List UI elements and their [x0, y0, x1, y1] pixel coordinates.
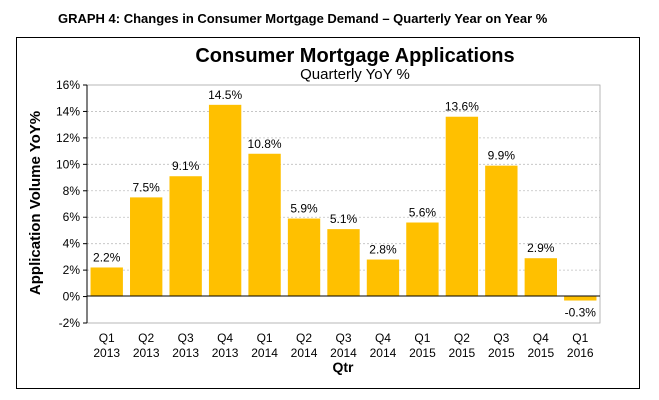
y-tick-label: 8% — [63, 184, 81, 198]
x-category-quarter: Q3 — [178, 331, 194, 345]
x-category-quarter: Q4 — [533, 331, 549, 345]
x-category-quarter: Q4 — [375, 331, 391, 345]
y-axis-ticks: -2% 0% 2% 4% 6% 8% 10% 12% 14% 16% — [56, 78, 87, 330]
data-label: 5.1% — [330, 212, 358, 226]
data-label: 5.9% — [290, 202, 318, 216]
x-category-quarter: Q1 — [414, 331, 430, 345]
x-category-year: 2015 — [449, 346, 476, 360]
data-label: 13.6% — [445, 100, 479, 114]
data-label: 2.8% — [369, 243, 397, 257]
x-category-year: 2013 — [133, 346, 160, 360]
x-category-quarter: Q3 — [493, 331, 509, 345]
y-tick-label: -2% — [59, 316, 81, 330]
bar — [445, 116, 479, 297]
chart-frame — [16, 37, 640, 389]
data-label: 2.9% — [527, 241, 555, 255]
data-label: 10.8% — [248, 137, 282, 151]
x-category-year: 2014 — [330, 346, 357, 360]
y-tick-label: 12% — [56, 131, 80, 145]
bar — [366, 259, 400, 297]
x-category-quarter: Q1 — [572, 331, 588, 345]
x-category-year: 2015 — [527, 346, 554, 360]
bars: 2.2% 7.5% 9.1% 14.5% 10.8% 5.9% 5.1% 2.8% 5.6% 13… — [90, 88, 597, 320]
x-category-year: 2015 — [409, 346, 436, 360]
x-category-year: 2014 — [291, 346, 318, 360]
bar — [90, 267, 123, 297]
bar — [406, 222, 439, 297]
bar — [130, 197, 163, 297]
x-category-quarter: Q2 — [454, 331, 470, 345]
bar — [208, 104, 242, 297]
y-tick-label: 14% — [56, 104, 80, 118]
y-tick-label: 6% — [63, 210, 81, 224]
bar — [248, 153, 281, 297]
x-category-year: 2014 — [251, 346, 278, 360]
x-category-year: 2016 — [567, 346, 594, 360]
y-tick-label: 2% — [63, 263, 81, 277]
x-category-quarter: Q2 — [296, 331, 312, 345]
bar — [485, 165, 518, 297]
x-axis-label: Qtr — [333, 359, 355, 375]
chart-subtitle: Quarterly YoY % — [300, 66, 410, 83]
x-category-year: 2013 — [172, 346, 199, 360]
y-axis-label: Application Volume YoY% — [27, 111, 44, 295]
graph-caption: GRAPH 4: Changes in Consumer Mortgage De… — [58, 11, 548, 26]
y-tick-label: 16% — [56, 78, 80, 92]
bar — [327, 229, 360, 297]
x-category-quarter: Q2 — [138, 331, 154, 345]
x-category-quarter: Q1 — [99, 331, 115, 345]
bar — [524, 258, 557, 297]
x-category-year: 2014 — [370, 346, 397, 360]
data-label: 9.1% — [172, 159, 200, 173]
data-label: 14.5% — [208, 88, 242, 102]
chart-title: Consumer Mortgage Applications — [195, 45, 514, 67]
x-axis-categories: Q12013Q22013Q32013Q42013Q12014Q22014Q320… — [93, 331, 594, 360]
x-category-year: 2015 — [488, 346, 515, 360]
y-tick-label: 10% — [56, 157, 80, 171]
data-label: 2.2% — [93, 250, 121, 264]
x-category-quarter: Q3 — [335, 331, 351, 345]
x-category-year: 2013 — [93, 346, 120, 360]
data-label: 7.5% — [133, 180, 161, 194]
y-tick-label: 0% — [63, 290, 81, 304]
data-label: 9.9% — [488, 149, 516, 163]
bar — [564, 296, 597, 301]
x-category-year: 2013 — [212, 346, 239, 360]
bar — [169, 176, 202, 297]
y-tick-label: 4% — [63, 237, 81, 251]
x-category-quarter: Q4 — [217, 331, 233, 345]
data-label: 5.6% — [409, 206, 437, 220]
bar — [287, 218, 321, 297]
data-label: -0.3% — [565, 306, 597, 320]
x-category-quarter: Q1 — [257, 331, 273, 345]
